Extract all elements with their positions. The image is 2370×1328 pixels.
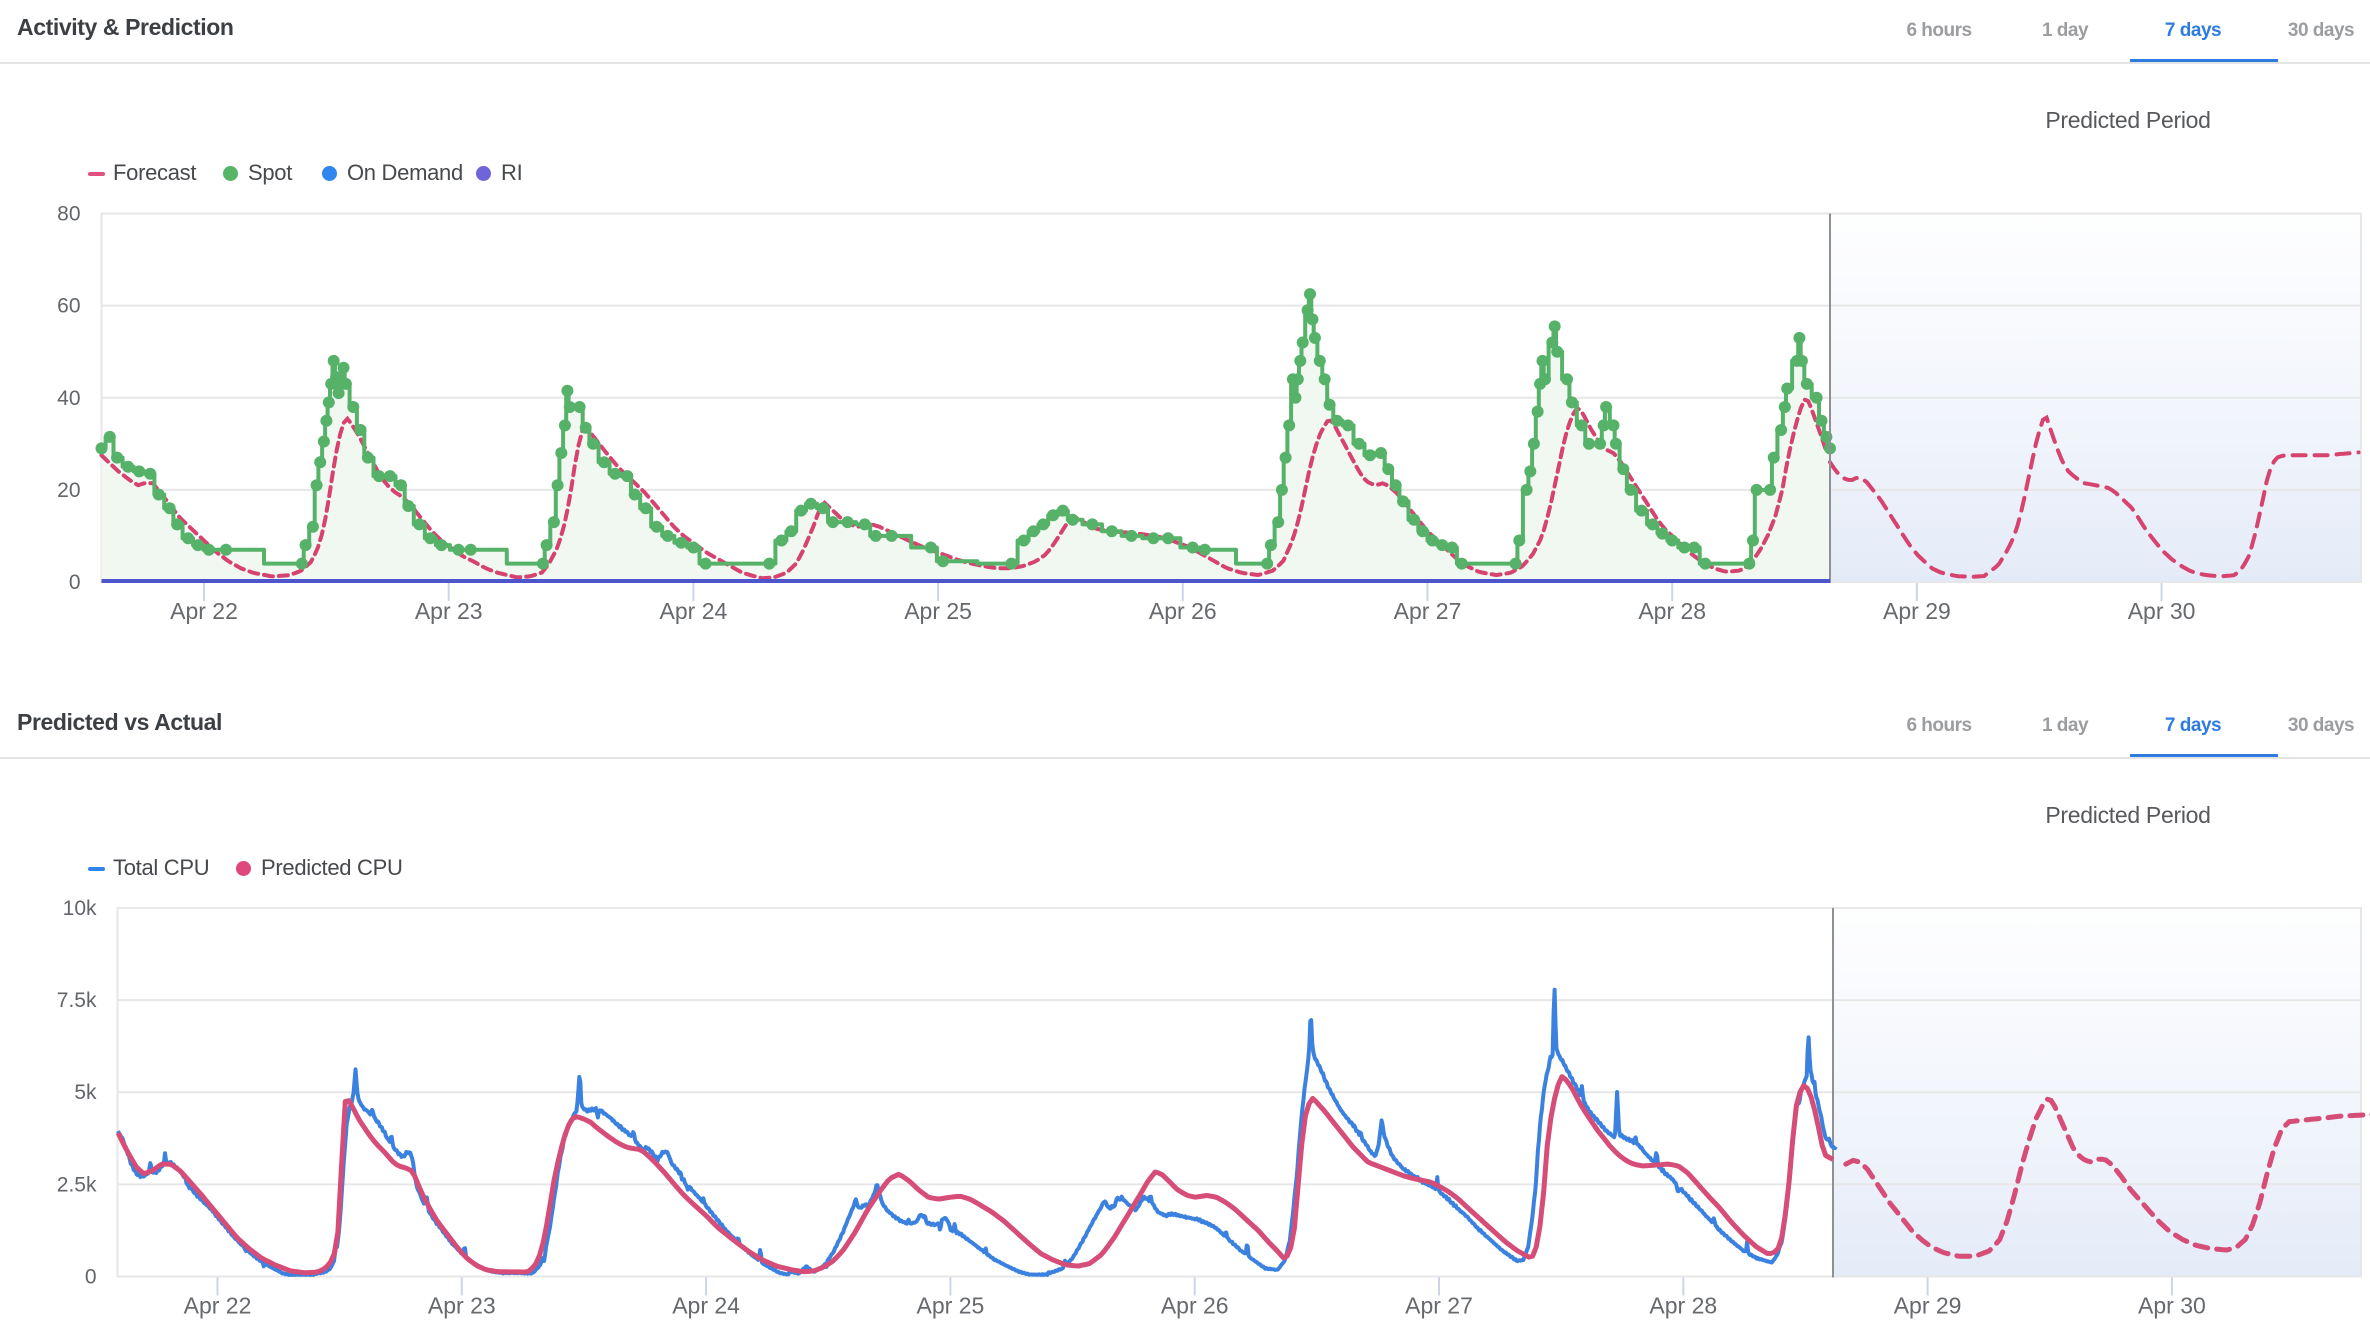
svg-text:Apr 30: Apr 30 bbox=[2128, 598, 2196, 624]
svg-text:Apr 22: Apr 22 bbox=[184, 1293, 252, 1319]
svg-text:20: 20 bbox=[57, 479, 80, 502]
svg-text:40: 40 bbox=[57, 387, 80, 410]
svg-text:Apr 27: Apr 27 bbox=[1405, 1293, 1473, 1319]
svg-text:Apr 28: Apr 28 bbox=[1638, 598, 1706, 624]
svg-text:Apr 25: Apr 25 bbox=[904, 598, 972, 624]
svg-text:Apr 24: Apr 24 bbox=[660, 598, 728, 624]
svg-text:2.5k: 2.5k bbox=[57, 1173, 97, 1196]
svg-text:Apr 29: Apr 29 bbox=[1883, 598, 1951, 624]
svg-text:60: 60 bbox=[57, 295, 80, 318]
svg-text:Apr 26: Apr 26 bbox=[1149, 598, 1217, 624]
svg-text:Apr 28: Apr 28 bbox=[1649, 1293, 1717, 1319]
svg-text:Apr 22: Apr 22 bbox=[170, 598, 238, 624]
svg-text:Apr 25: Apr 25 bbox=[917, 1293, 985, 1319]
svg-text:5k: 5k bbox=[74, 1081, 97, 1104]
svg-text:0: 0 bbox=[69, 571, 81, 594]
svg-text:Apr 23: Apr 23 bbox=[428, 1293, 496, 1319]
svg-text:Apr 26: Apr 26 bbox=[1161, 1293, 1229, 1319]
svg-text:Apr 27: Apr 27 bbox=[1394, 598, 1462, 624]
svg-text:10k: 10k bbox=[63, 897, 97, 920]
svg-text:Apr 23: Apr 23 bbox=[415, 598, 483, 624]
svg-text:7.5k: 7.5k bbox=[57, 989, 97, 1012]
svg-text:Apr 24: Apr 24 bbox=[672, 1293, 740, 1319]
svg-text:0: 0 bbox=[85, 1266, 97, 1289]
svg-text:Apr 29: Apr 29 bbox=[1894, 1293, 1962, 1319]
svg-text:80: 80 bbox=[57, 203, 80, 226]
svg-text:Apr 30: Apr 30 bbox=[2138, 1293, 2206, 1319]
